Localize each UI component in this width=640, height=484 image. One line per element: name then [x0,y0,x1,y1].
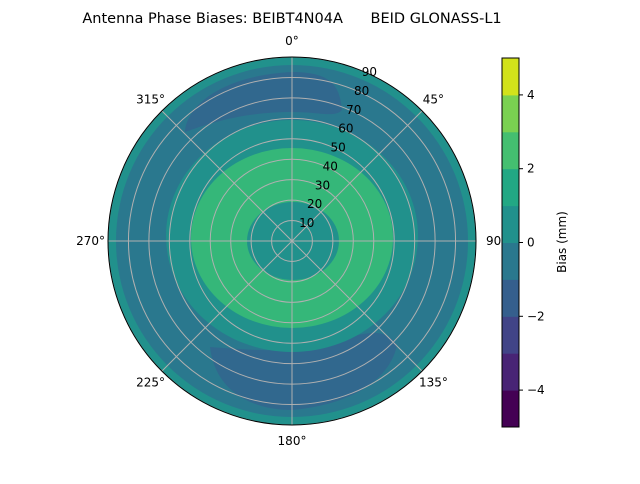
plot-border [107,56,477,426]
contour-band-neg2-neg1-south [210,332,397,410]
colorbar-band [502,94,519,133]
radial-tick-label: 20 [307,197,322,211]
colorbar-band [502,316,519,354]
radial-tick-label: 90 [362,65,377,79]
polar-plot [108,57,476,425]
angular-gridline [291,240,423,372]
chart-title: Antenna Phase Biases: BEIBT4N04A BEID GL… [82,11,501,27]
angular-tick-label: 0° [285,34,299,48]
colorbar-tick-label: 2 [527,162,535,176]
colorbar-band [502,168,519,207]
angular-tick-labels: 0°45°90°135°180°225°270°315° [76,34,507,448]
radial-tick-label: 10 [299,216,314,230]
radial-tick-label: 50 [330,141,345,155]
angular-gridline [291,110,423,242]
radial-tick-label: 40 [323,159,338,173]
angular-tick-label: 45° [423,93,444,107]
contour-band-neg2-neg1-north [185,72,342,132]
polar-grid [108,57,476,425]
colorbar-band [502,205,519,243]
colorbar-band [502,353,519,391]
radial-tick-labels: 10 20 30 40 50 60 70 80 90 [299,65,377,230]
angular-gridline [161,240,293,372]
colorbar-tick-label: −2 [527,309,545,323]
colorbar-band [502,131,519,170]
colorbar-band [502,390,519,428]
colorbar-band [502,279,519,317]
angular-tick-label: 180° [278,434,307,448]
angular-tick-label: 315° [136,93,165,107]
colorbar: 4 2 0 −2 −4 [501,57,545,428]
colorbar-band [502,58,519,96]
radial-tick-label: 70 [346,103,361,117]
colorbar-tick-label: 4 [527,88,535,102]
colorbar-tick-label: 0 [527,236,535,250]
angular-tick-label: 270° [76,234,105,248]
angular-tick-label: 135° [419,375,448,389]
radial-tick-label: 80 [354,84,369,98]
colorbar-label: Bias (mm) [555,211,569,273]
colorbar-tick-label: −4 [527,383,545,397]
colorbar-band [502,242,519,280]
radial-tick-label: 30 [315,178,330,192]
radial-tick-label: 60 [338,122,353,136]
angular-tick-label: 225° [136,375,165,389]
angular-gridline [161,110,293,242]
